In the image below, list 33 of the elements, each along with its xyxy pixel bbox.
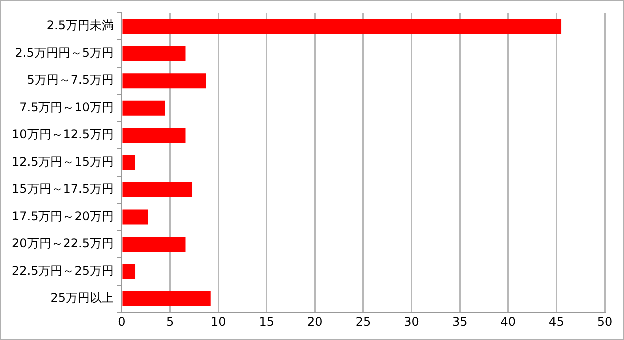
y-tick-label: 17.5万円～20万円 [12,209,114,224]
y-tick-label: 22.5万円～25万円 [12,264,114,278]
bar [122,182,193,198]
bar [122,264,136,280]
x-tick-label: 15 [259,314,275,329]
bar [122,210,148,225]
y-tick-label: 5万円～7.5万円 [27,73,114,88]
y-tick-label: 2.5万円円～5万円 [15,46,114,60]
x-tick-label: 50 [597,314,613,329]
x-tick-label: 20 [308,314,323,329]
y-tick-label: 10万円～12.5万円 [12,128,114,142]
bar [122,46,186,62]
x-tick-label: 45 [549,314,564,329]
bar [122,74,206,89]
x-tick-label: 0 [118,314,126,329]
x-tick-label: 25 [356,314,372,329]
bar [122,100,166,116]
x-tick-label: 5 [166,314,174,329]
y-tick-label: 12.5万円～15万円 [12,154,114,169]
y-tick-label: 15万円～17.5万円 [12,182,114,196]
x-tick-label: 35 [452,314,468,329]
y-tick-label: 20万円～22.5万円 [12,236,114,251]
x-tick-label: 10 [210,314,226,329]
x-tick-label: 30 [404,314,420,329]
bar [122,155,136,170]
bar [122,128,186,144]
bar [122,237,186,252]
y-tick-label: 2.5万円未満 [46,18,114,33]
bar [122,19,562,34]
y-tick-label: 7.5万円～10万円 [20,100,114,114]
x-tick-label: 40 [500,314,516,329]
bar [122,291,211,306]
y-tick-label: 25万円以上 [50,291,114,306]
